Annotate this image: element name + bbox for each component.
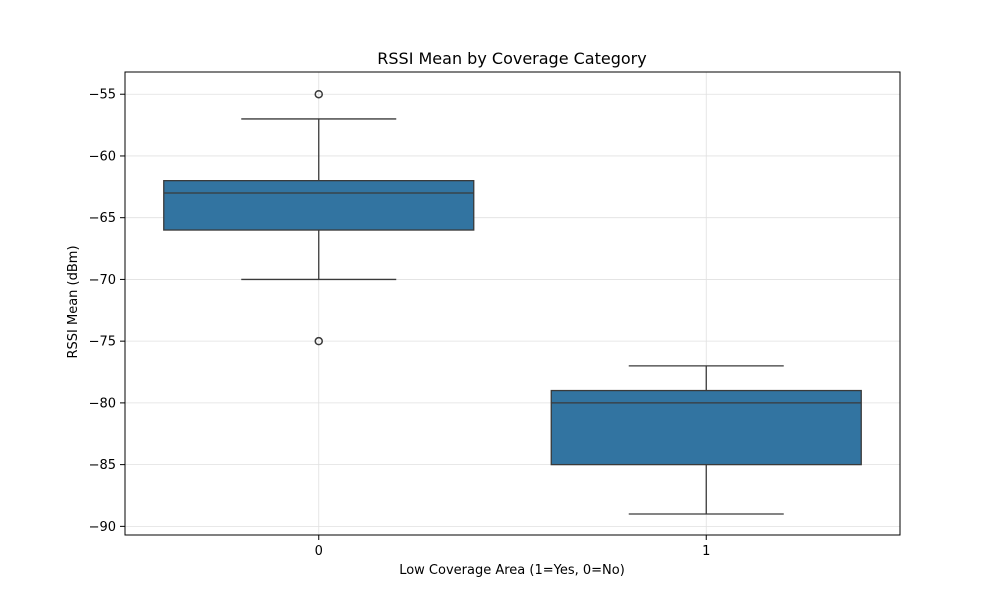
- y-tick-label: −65: [89, 211, 116, 226]
- grid: [125, 72, 900, 535]
- iqr-box: [550, 389, 862, 466]
- chart-title: RSSI Mean by Coverage Category: [377, 49, 646, 68]
- y-tick-label: −70: [89, 273, 116, 288]
- y-tick-label: −75: [89, 335, 116, 350]
- x-tick-label: 0: [315, 544, 323, 559]
- outlier-point: [314, 89, 323, 99]
- y-tick-label: −85: [89, 458, 116, 473]
- y-tick-label: −80: [89, 396, 116, 411]
- y-tick-label: −60: [89, 149, 116, 164]
- y-tick-label: −55: [89, 88, 116, 103]
- plot-frame: [124, 71, 901, 536]
- outlier-point: [314, 336, 323, 346]
- y-axis-label: RSSI Mean (dBm): [66, 245, 81, 358]
- x-axis-label: Low Coverage Area (1=Yes, 0=No): [399, 563, 625, 578]
- boxes: [163, 89, 862, 515]
- x-tick-label: 1: [702, 544, 710, 559]
- box-group-0: [163, 89, 475, 346]
- y-tick-label: −90: [89, 520, 116, 535]
- y-axis-ticks: −55 −60 −65 −70 −75 −80 −85 −90: [89, 88, 125, 535]
- iqr-box: [163, 180, 475, 231]
- box-group-1: [550, 365, 862, 515]
